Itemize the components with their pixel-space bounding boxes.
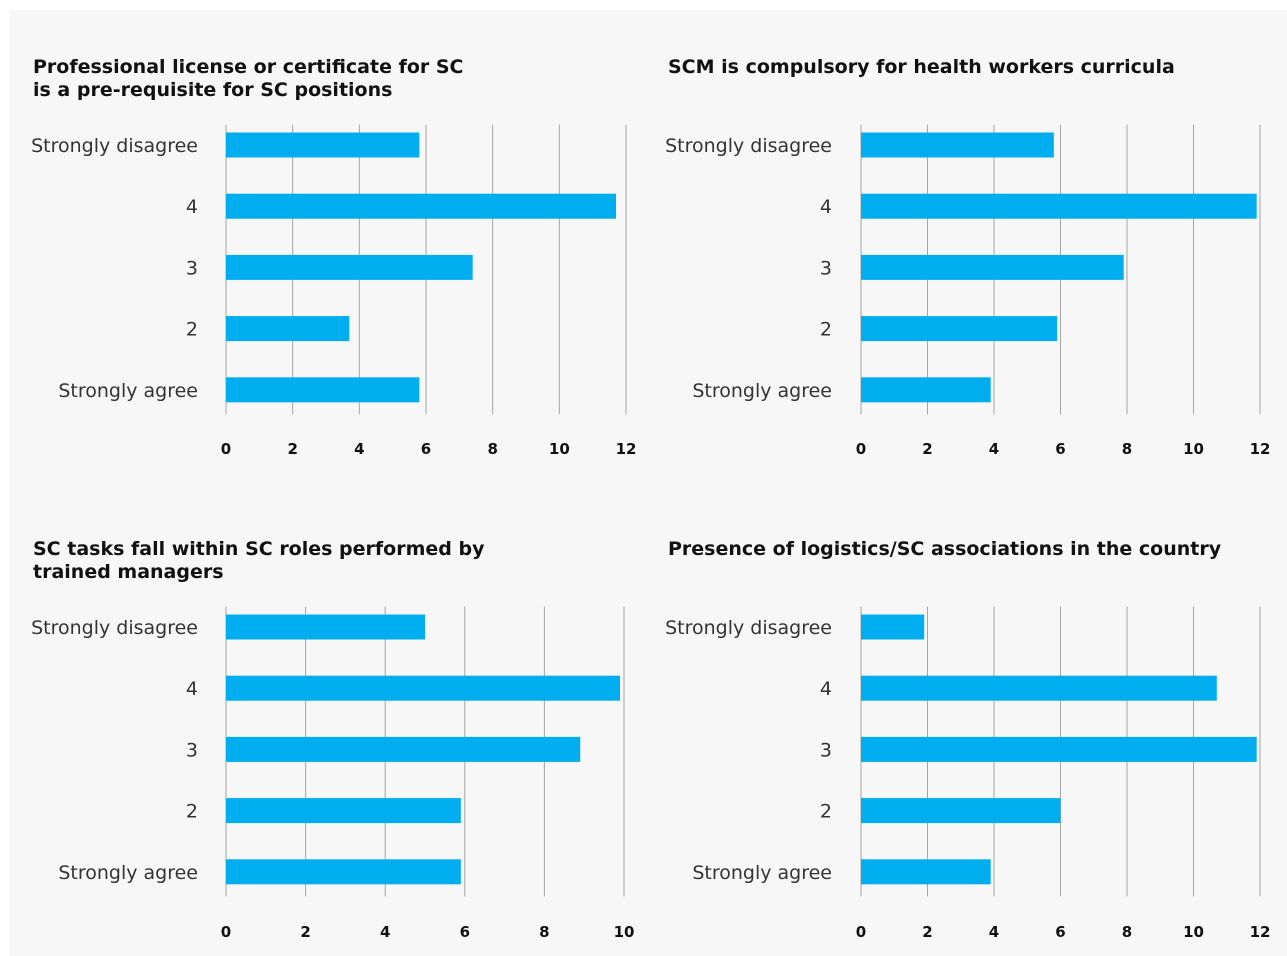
chart-title: Presence of logistics/SC associations in… — [668, 538, 1222, 560]
x-tick-label: 0 — [856, 440, 866, 458]
bar — [861, 132, 1054, 158]
x-tick-label: 10 — [1183, 923, 1204, 941]
x-tick-label: 4 — [380, 923, 390, 941]
x-tick-label: 6 — [421, 440, 431, 458]
category-label: Strongly agree — [692, 380, 832, 402]
x-tick-label: 6 — [1055, 440, 1065, 458]
bar — [226, 859, 461, 885]
category-label: 2 — [820, 319, 832, 341]
bar — [861, 377, 991, 403]
bar — [861, 798, 1061, 824]
bar — [861, 254, 1124, 280]
x-tick-label: 0 — [221, 440, 231, 458]
chart-panel — [10, 10, 1287, 956]
chart-title: SC tasks fall within SC roles performed … — [33, 538, 485, 583]
bar-chart-3: 0 2 4 6 8 10 Strongly disagree 4 3 2 Strongly agre… — [31, 606, 635, 941]
category-label: 4 — [186, 196, 198, 218]
bar — [861, 859, 991, 885]
x-tick-label: 2 — [922, 440, 932, 458]
x-tick-label: 2 — [922, 923, 932, 941]
category-label: 3 — [820, 739, 832, 761]
x-tick-label: 10 — [549, 440, 570, 458]
bar — [861, 193, 1257, 219]
x-tick-label: 10 — [614, 923, 635, 941]
bar — [861, 675, 1217, 701]
category-label: 3 — [820, 257, 832, 279]
category-label: 4 — [820, 196, 832, 218]
bar — [226, 377, 420, 403]
bar — [861, 614, 925, 640]
category-label: 3 — [186, 739, 198, 761]
x-tick-label: 8 — [539, 923, 549, 941]
x-tick-label: 4 — [989, 923, 999, 941]
bar — [226, 798, 461, 824]
category-label: Strongly disagree — [31, 617, 198, 639]
bar — [226, 675, 621, 701]
x-tick-label: 8 — [1122, 923, 1132, 941]
category-label: 2 — [186, 319, 198, 341]
x-tick-label: 10 — [1183, 440, 1204, 458]
category-label: Strongly disagree — [31, 135, 198, 157]
bar-chart-2: 0 2 4 6 8 10 12 Strongly disagree 4 3 2 Strongly ag… — [665, 124, 1271, 458]
bar-chart-4: 0 2 4 6 8 10 12 Strongly disagree 4 3 2 Strongly ag… — [665, 606, 1271, 941]
x-tick-label: 4 — [989, 440, 999, 458]
category-label: Strongly disagree — [665, 135, 832, 157]
bar — [226, 736, 581, 762]
x-tick-label: 0 — [856, 923, 866, 941]
x-tick-label: 6 — [460, 923, 470, 941]
category-label: Strongly agree — [692, 862, 832, 884]
bar — [226, 132, 420, 158]
bar — [226, 193, 616, 219]
bar — [226, 316, 350, 342]
category-label: Strongly agree — [58, 862, 198, 884]
x-tick-label: 12 — [616, 440, 637, 458]
category-label: 3 — [186, 257, 198, 279]
chart-title: SCM is compulsory for health workers cur… — [668, 56, 1175, 78]
bar — [861, 736, 1257, 762]
bar-chart-1: 0 2 4 6 8 10 12 Strongly disagree 4 3 2 Strongly ag… — [31, 124, 637, 458]
x-tick-label: 6 — [1055, 923, 1065, 941]
bar — [226, 614, 425, 640]
x-tick-label: 2 — [300, 923, 310, 941]
bar — [861, 316, 1058, 342]
x-tick-label: 12 — [1250, 923, 1271, 941]
category-label: 2 — [820, 801, 832, 823]
x-tick-label: 8 — [487, 440, 497, 458]
x-tick-label: 12 — [1250, 440, 1271, 458]
x-tick-label: 2 — [287, 440, 297, 458]
x-tick-label: 8 — [1122, 440, 1132, 458]
category-label: 4 — [186, 678, 198, 700]
x-tick-label: 0 — [221, 923, 231, 941]
category-label: Strongly disagree — [665, 617, 832, 639]
bar — [226, 254, 473, 280]
category-label: 2 — [186, 801, 198, 823]
category-label: 4 — [820, 678, 832, 700]
chart-title: Professional license or certificate for … — [33, 56, 464, 101]
x-tick-label: 4 — [354, 440, 364, 458]
category-label: Strongly agree — [58, 380, 198, 402]
